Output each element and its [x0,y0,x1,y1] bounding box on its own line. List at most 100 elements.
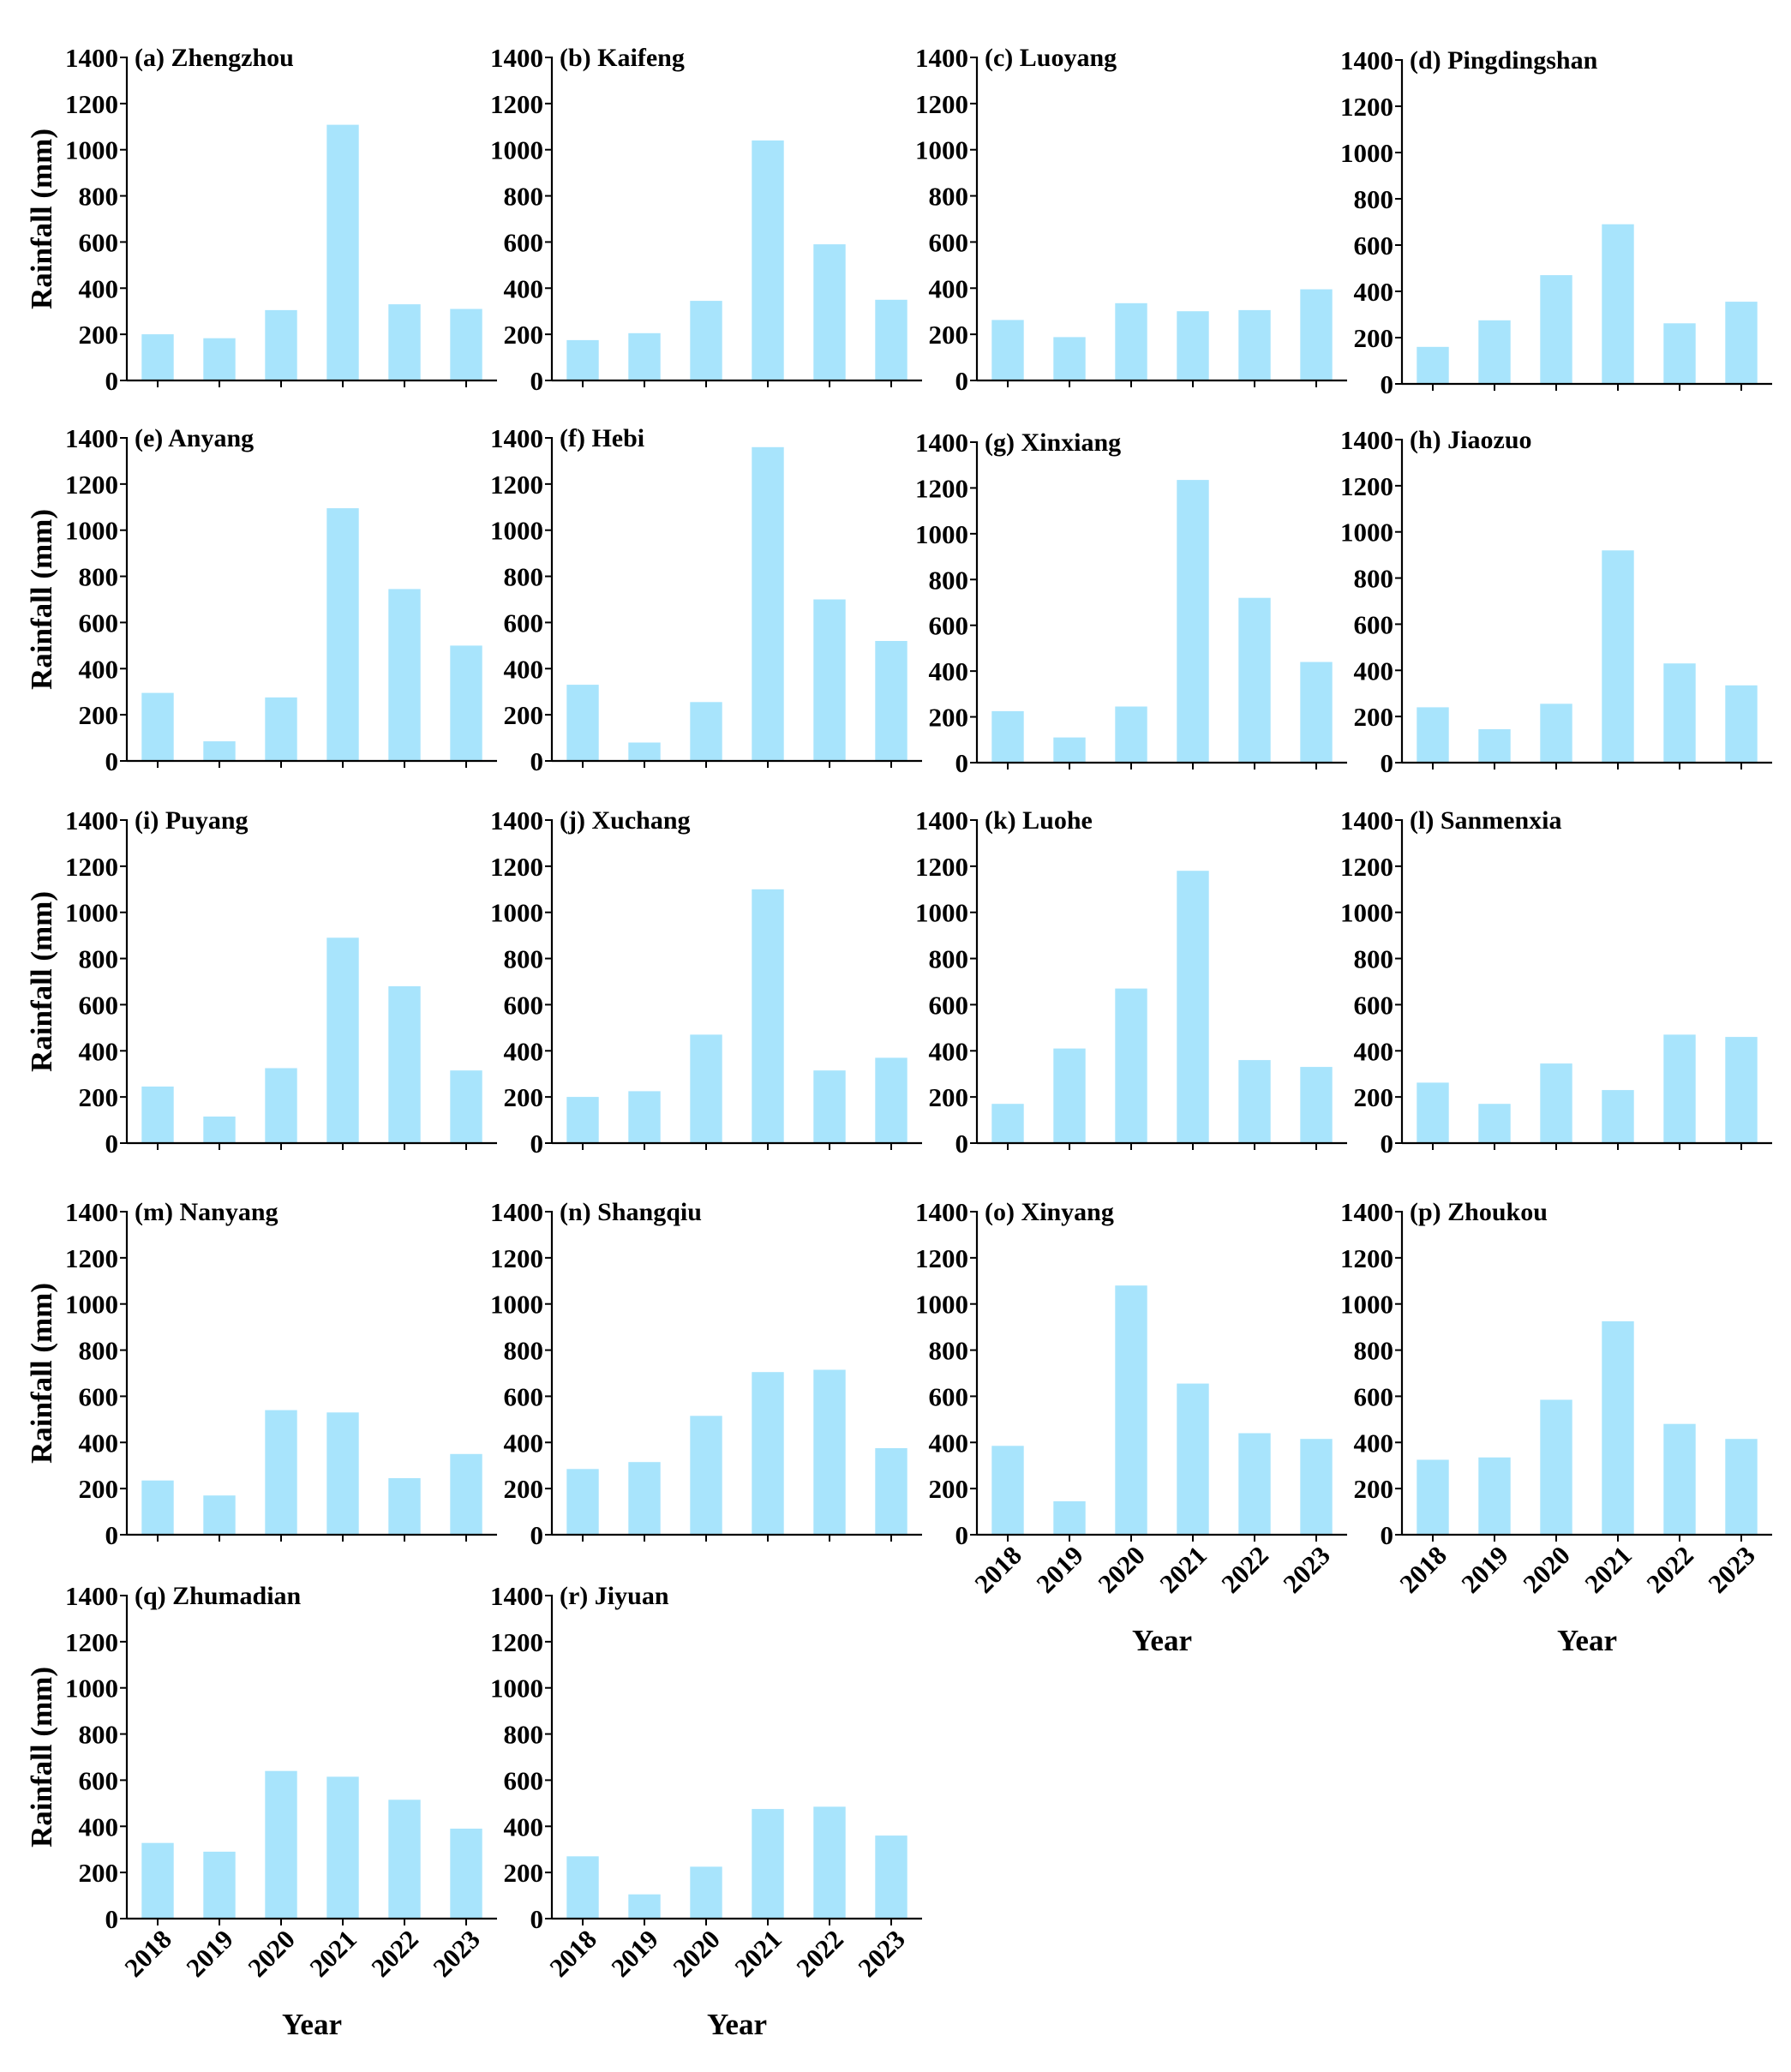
y-tick-label: 1400 [65,1197,118,1227]
bar [203,1851,236,1919]
bar [1300,662,1333,763]
x-tick-label: 2022 [1215,1540,1274,1599]
y-tick-label: 400 [1354,1036,1394,1066]
bar [1238,1433,1271,1535]
y-tick-label: 200 [504,700,544,730]
y-tick-label: 0 [105,366,119,396]
bar [1478,320,1511,385]
y-tick-label: 1000 [490,898,543,928]
y-tick-label: 1000 [490,1290,543,1320]
y-tick-label: 600 [79,1381,119,1411]
y-tick-label: 600 [79,990,119,1020]
y-tick-label: 0 [105,1520,119,1550]
y-tick-label: 0 [105,1904,119,1934]
bar [628,1091,661,1143]
y-tick-label: 600 [504,608,544,638]
y-tick-label: 1200 [490,89,543,119]
y-tick-label: 1200 [65,470,118,500]
bar [1238,309,1271,380]
y-tick-label: 1400 [1340,1197,1393,1227]
bar [875,1448,907,1535]
y-tick-label: 400 [504,1812,544,1841]
y-tick-label: 600 [1354,1381,1394,1411]
bar [752,889,784,1143]
y-tick-label: 1200 [1340,471,1393,501]
bar [752,1809,784,1919]
bar [141,1842,174,1919]
panel-title: (b) Kaifeng [560,44,685,72]
y-tick-label: 1000 [1340,138,1393,168]
bar [141,692,174,761]
y-tick-label: 1200 [915,89,968,119]
x-tick-label: 2018 [1393,1540,1453,1599]
y-tick-label: 1400 [915,805,968,835]
bar [450,645,482,761]
panel-title: (g) Xinxiang [985,428,1121,457]
y-tick-label: 0 [1381,1129,1394,1159]
bar [1417,1082,1449,1143]
bar [566,685,599,761]
y-tick-label: 400 [504,654,544,684]
y-tick-label: 200 [504,320,544,350]
y-tick-label: 1400 [1340,425,1393,455]
y-tick-label: 0 [530,1904,544,1934]
y-tick-label: 600 [504,1765,544,1795]
y-tick-label: 1000 [490,135,543,165]
bar [1053,1501,1086,1535]
y-axis-title: Rainfall (mm) [25,1283,58,1464]
bar [991,710,1024,763]
y-tick-label: 1000 [490,516,543,546]
y-tick-label: 1400 [65,423,118,453]
y-tick-label: 1000 [65,135,118,165]
y-tick-label: 400 [79,654,119,684]
y-tick-label: 800 [79,182,119,212]
y-tick-label: 800 [1354,184,1394,214]
y-tick-label: 1400 [490,1581,543,1611]
bar [1177,311,1209,380]
bar [690,1416,722,1535]
y-tick-label: 1400 [490,43,543,73]
y-tick-label: 1000 [65,1290,118,1320]
bar [1115,302,1147,380]
y-tick-label: 0 [105,1129,119,1159]
panel-title: (a) Zhengzhou [135,44,294,72]
panel-title: (h) Jiaozuo [1410,426,1532,454]
x-tick-label: 2018 [543,1924,602,1983]
y-tick-label: 600 [504,990,544,1020]
bar [326,937,359,1143]
bar [875,299,907,381]
bar [1417,707,1449,763]
bar [1177,871,1209,1143]
y-tick-label: 200 [929,320,969,350]
bar [1300,289,1333,380]
x-axis-title: Year [1557,1624,1617,1657]
panel-title: (e) Anyang [135,424,254,452]
y-tick-label: 600 [1354,990,1394,1020]
y-tick-label: 1200 [1340,1243,1393,1273]
bar [450,1829,482,1919]
bar [690,301,722,380]
bar [450,1070,482,1143]
x-tick-label: 2020 [667,1924,726,1983]
bar [203,1117,236,1143]
y-tick-label: 1200 [65,1627,118,1657]
bar [1663,1034,1696,1143]
y-tick-label: 1200 [915,852,968,882]
bar [1725,1439,1758,1535]
x-tick-label: 2021 [1578,1540,1638,1599]
bar [388,1478,421,1535]
bar [1725,1037,1758,1143]
bar [141,1480,174,1535]
bar [388,589,421,761]
panel-title: (q) Zhumadian [135,1582,302,1610]
y-tick-label: 0 [105,746,119,776]
bar [628,1462,661,1535]
y-tick-label: 1200 [65,852,118,882]
panel-title: (i) Puyang [135,806,249,835]
x-tick-label: 2019 [605,1924,664,1983]
y-tick-label: 0 [955,1520,969,1550]
y-tick-label: 800 [1354,1336,1394,1366]
y-tick-label: 200 [929,1082,969,1112]
